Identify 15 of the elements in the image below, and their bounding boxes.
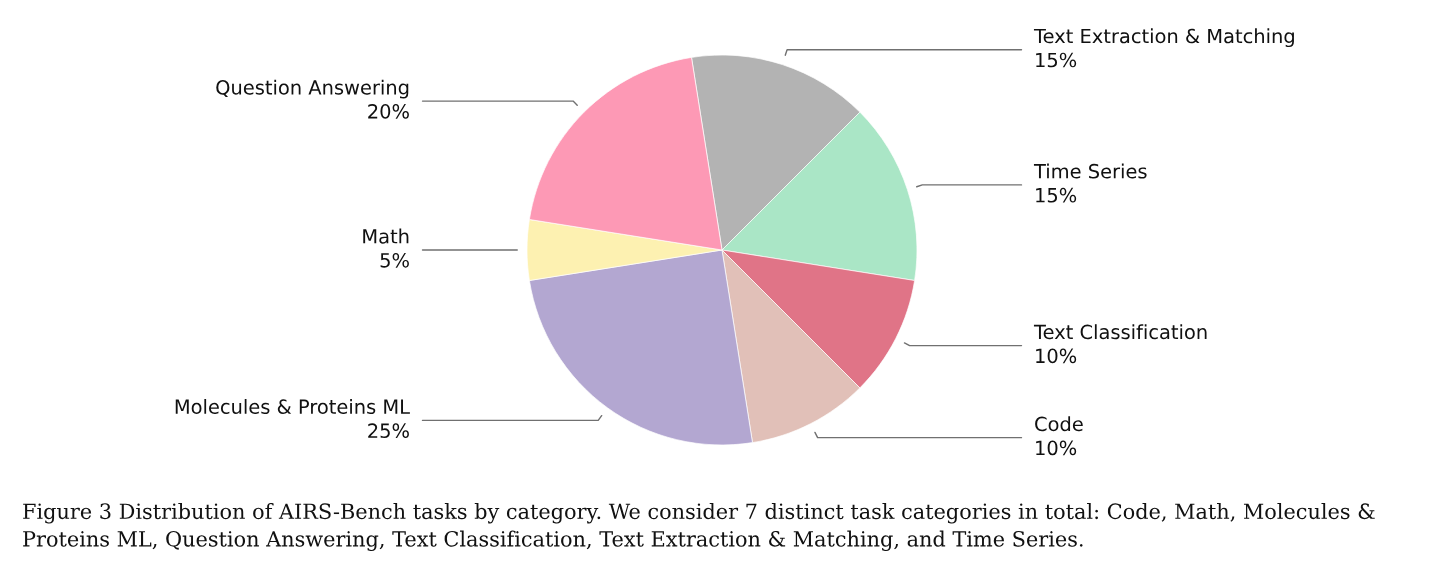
caption: Figure 3 Distribution of AIRS-Bench tasks by category. We consider 7 distinct task categories in total: Code, Math, Molecules & Proteins ML, Question Answering, Text Classification, Text Extraction & Matching, and Time Series. [23, 503, 1375, 552]
data-label: 5% [380, 252, 409, 268]
slice-label: Molecules & Proteins ML [175, 398, 410, 415]
slice-label: Text Extraction & Matching [1033, 28, 1294, 48]
data-label: 25% [368, 423, 409, 439]
data-label: 10% [1036, 440, 1077, 456]
slice-label: Code [1035, 416, 1083, 432]
slice-label: Time Series [1033, 163, 1147, 179]
slice-label: Math [363, 228, 409, 244]
data-label: 15% [1036, 52, 1077, 68]
slice-label: Question Answering [216, 79, 409, 99]
data-label: 10% [1036, 348, 1077, 364]
data-label: 20% [368, 104, 409, 119]
slice-label: Text Classification [1033, 324, 1207, 340]
data-label: 15% [1036, 187, 1077, 203]
